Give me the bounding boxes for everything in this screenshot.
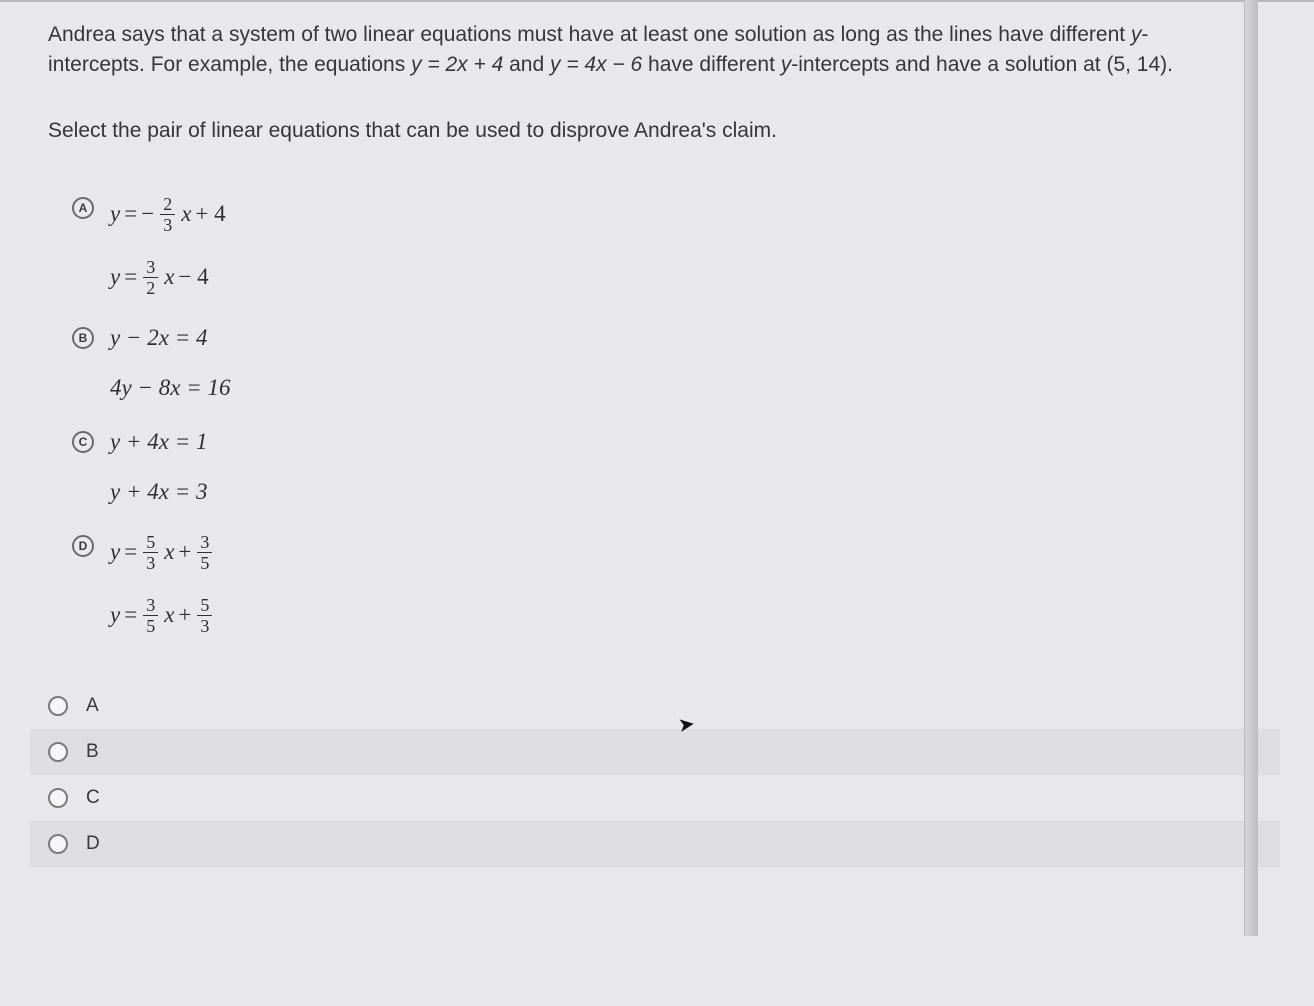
eq-lhs: y xyxy=(110,201,120,227)
stem-y-2: y xyxy=(781,53,792,76)
eq-frac: 3 2 xyxy=(143,258,158,297)
stem-text-mid: and xyxy=(503,53,550,76)
answer-label-c: C xyxy=(86,787,100,809)
eq-tail: + 4 xyxy=(195,201,225,227)
eq-var: x xyxy=(181,201,191,227)
eq-tail: − 4 xyxy=(178,264,208,290)
option-marker-b: B xyxy=(72,327,94,349)
answer-radios: A B C D xyxy=(30,683,1280,867)
option-body-c: y + 4x = 1 y + 4x = 3 xyxy=(110,429,207,505)
frac-den: 3 xyxy=(160,214,175,234)
frac-den: 2 xyxy=(143,277,158,297)
option-c-eq1: y + 4x = 1 xyxy=(110,429,207,455)
option-b: B y − 2x = 4 4y − 8x = 16 xyxy=(72,311,1280,415)
answer-label-d: D xyxy=(86,833,100,855)
answer-row-d[interactable]: D xyxy=(30,821,1280,867)
radio-d[interactable] xyxy=(48,834,68,854)
stem-text-3: have different xyxy=(642,53,781,76)
page-root: Andrea says that a system of two linear … xyxy=(0,0,1314,1006)
answer-label-a: A xyxy=(86,695,99,717)
frac-num: 5 xyxy=(197,596,212,615)
frac-num: 2 xyxy=(160,195,175,214)
option-a: A y = − 2 3 x + 4 y xyxy=(72,181,1280,311)
option-a-eq1: y = − 2 3 x + 4 xyxy=(110,195,226,234)
options-block: A y = − 2 3 x + 4 y xyxy=(72,181,1280,649)
eq-frac-tail: 5 3 xyxy=(197,596,212,635)
eq-var: x xyxy=(164,602,174,628)
eq-frac: 2 3 xyxy=(160,195,175,234)
radio-b[interactable] xyxy=(48,742,68,762)
frac-den: 5 xyxy=(143,615,158,635)
eq-equals: = xyxy=(124,602,137,628)
eq-lhs: y xyxy=(110,264,120,290)
radio-a[interactable] xyxy=(48,696,68,716)
eq-plus: + xyxy=(178,539,191,565)
question-content: Andrea says that a system of two linear … xyxy=(0,0,1314,867)
eq-frac: 5 3 xyxy=(143,533,158,572)
option-marker-a: A xyxy=(72,197,94,219)
frac-den: 3 xyxy=(143,552,158,572)
option-body-d: y = 5 3 x + 3 5 y xyxy=(110,533,214,635)
eq-lhs: y xyxy=(110,602,120,628)
answer-row-b[interactable]: B xyxy=(30,729,1280,775)
stem-eq-1: y = 2x + 4 xyxy=(411,53,503,76)
eq-equals: = xyxy=(124,264,137,290)
radio-c[interactable] xyxy=(48,788,68,808)
option-d-eq2: y = 3 5 x + 5 3 xyxy=(110,596,214,635)
option-c-eq2: y + 4x = 3 xyxy=(110,479,207,505)
option-body-a: y = − 2 3 x + 4 y = 3 xyxy=(110,195,226,297)
eq-equals: = xyxy=(124,539,137,565)
eq-equals: = xyxy=(124,201,137,227)
scrollbar[interactable] xyxy=(1244,0,1258,936)
question-stem: Andrea says that a system of two linear … xyxy=(48,20,1280,81)
answer-row-a[interactable]: A xyxy=(30,683,1280,729)
frac-num: 5 xyxy=(143,533,158,552)
frac-den: 5 xyxy=(197,552,212,572)
question-prompt: Select the pair of linear equations that… xyxy=(48,119,1280,143)
eq-frac-tail: 3 5 xyxy=(197,533,212,572)
eq-frac: 3 5 xyxy=(143,596,158,635)
option-a-eq2: y = 3 2 x − 4 xyxy=(110,258,226,297)
stem-text-1: Andrea says that a system of two linear … xyxy=(48,23,1131,46)
eq-lhs: y xyxy=(110,539,120,565)
option-b-eq2: 4y − 8x = 16 xyxy=(110,375,230,401)
frac-num: 3 xyxy=(197,533,212,552)
stem-eq-2: y = 4x − 6 xyxy=(550,53,642,76)
eq-plus: + xyxy=(178,602,191,628)
option-body-b: y − 2x = 4 4y − 8x = 16 xyxy=(110,325,230,401)
option-b-eq1: y − 2x = 4 xyxy=(110,325,230,351)
option-marker-c: C xyxy=(72,431,94,453)
eq-var: x xyxy=(164,539,174,565)
option-c: C y + 4x = 1 y + 4x = 3 xyxy=(72,415,1280,519)
eq-neg: − xyxy=(141,201,154,227)
stem-text-4: -intercepts and have a solution at (5, 1… xyxy=(791,53,1173,76)
option-marker-d: D xyxy=(72,535,94,557)
frac-den: 3 xyxy=(197,615,212,635)
answer-label-b: B xyxy=(86,741,99,763)
frac-num: 3 xyxy=(143,258,158,277)
frac-num: 3 xyxy=(143,596,158,615)
option-d: D y = 5 3 x + 3 5 xyxy=(72,519,1280,649)
answer-row-c[interactable]: C xyxy=(30,775,1280,821)
eq-var: x xyxy=(164,264,174,290)
stem-y-1: y xyxy=(1131,23,1142,46)
option-d-eq1: y = 5 3 x + 3 5 xyxy=(110,533,214,572)
